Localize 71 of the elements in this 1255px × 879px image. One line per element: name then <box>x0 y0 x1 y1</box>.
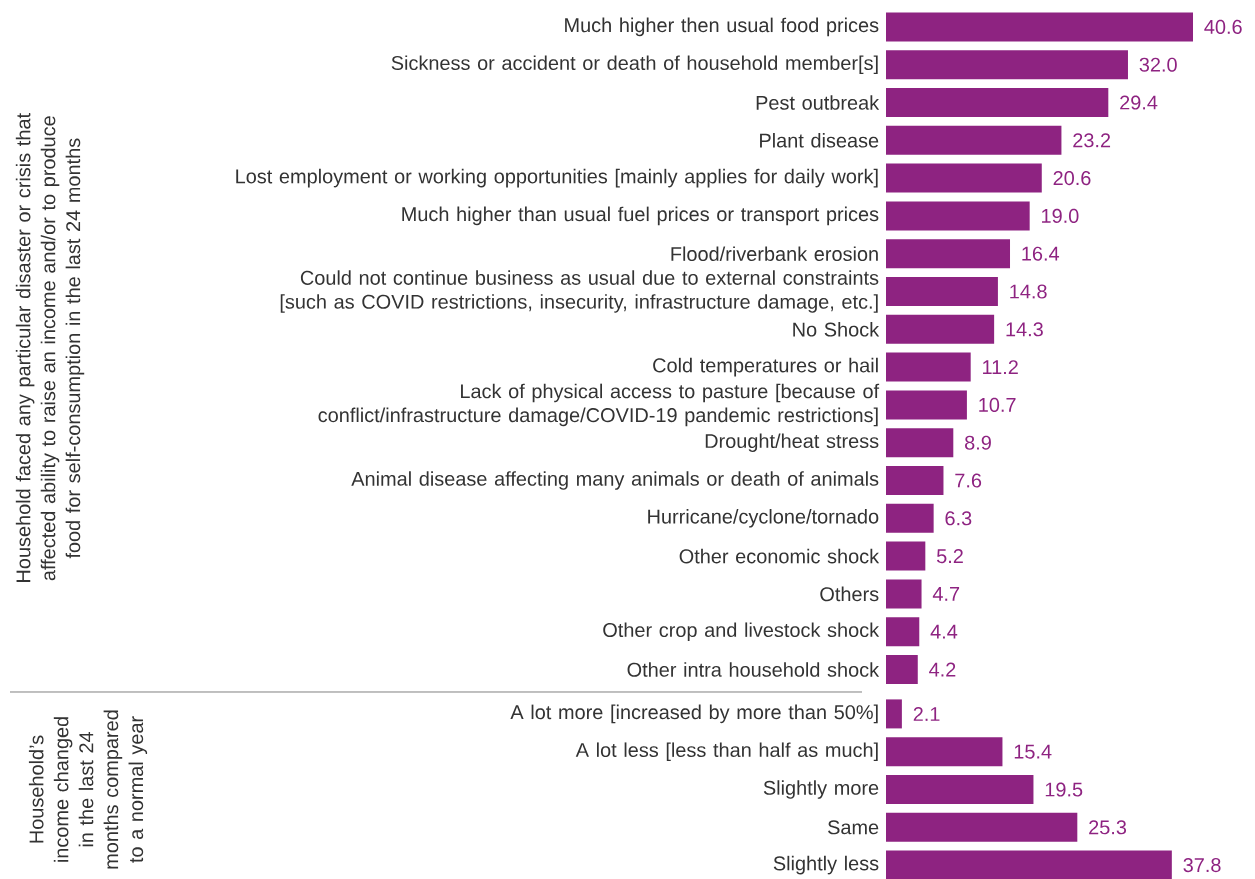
y-tick-label: A lot more [increased by more than 50%] <box>510 704 878 724</box>
y-tick-label: Much higher then usual food prices <box>565 17 879 37</box>
bar <box>886 812 1078 842</box>
y-tick-label: A lot less [less than half as much] <box>575 742 878 761</box>
y-tick-label: Other economic shock <box>679 548 880 564</box>
bar <box>886 503 934 533</box>
data-label: 10.7 <box>979 397 1016 412</box>
bar <box>886 579 922 609</box>
y-tick-label: Pest outbreak <box>756 95 880 110</box>
data-label: 2.1 <box>913 706 940 721</box>
bar <box>886 737 1003 767</box>
data-label: 7.6 <box>955 473 982 488</box>
y-axis-title: Household faced any particular disaster or crisis that affected ability to raise an income and/or to produce food for self-consumption in the last 24 months <box>15 113 85 582</box>
data-label: 4.2 <box>929 662 956 677</box>
bar <box>886 125 1062 155</box>
data-label: 40.6 <box>1204 19 1242 34</box>
bar <box>886 775 1034 805</box>
bar <box>886 201 1030 231</box>
bar <box>886 352 971 382</box>
y-tick-label: Flood/riverbank erosion <box>671 246 878 262</box>
data-label: 14.3 <box>1006 322 1043 337</box>
y-tick-label: Others <box>820 586 879 602</box>
y-tick-label: Animal disease affecting many animals or death of animals <box>351 471 879 490</box>
bar <box>886 12 1194 42</box>
y-tick-label: Sickness or accident or death of household member[s] <box>391 55 878 74</box>
y-tick-label: Hurricane/cyclone/tornado <box>648 509 879 528</box>
data-label: 4.4 <box>930 624 958 639</box>
data-label: 25.3 <box>1089 820 1127 835</box>
data-label: 8.9 <box>965 435 991 450</box>
bar <box>886 277 998 307</box>
bar <box>886 428 954 458</box>
data-label: 23.2 <box>1073 133 1111 148</box>
bar <box>886 88 1109 118</box>
y-tick-label: Slightly more <box>763 780 879 799</box>
y-tick-label: Plant disease <box>760 132 879 148</box>
data-label: 5.2 <box>936 549 963 564</box>
y-tick-label: Drought/heat stress <box>705 433 879 452</box>
data-label: 20.6 <box>1053 171 1091 186</box>
y-tick-label: Slightly less <box>773 855 879 875</box>
y-tick-label: Lost employment or working opportunities [mainly applies for daily work] <box>236 168 878 188</box>
data-label: 19.5 <box>1045 782 1083 797</box>
y-tick-label: Cold temperatures or hail <box>653 357 878 377</box>
bar <box>886 850 1172 879</box>
bar <box>886 390 967 420</box>
data-label: 19.0 <box>1042 208 1079 223</box>
data-label: 4.7 <box>932 587 960 601</box>
y-tick-label: Could not continue business as usual due to external constraints [such as COVID restrictions, insecurity, infrastructure damage, etc.] <box>280 270 879 313</box>
y-tick-label: Other intra household shock <box>627 662 880 677</box>
y-tick-label: Much higher than usual fuel prices or transport prices <box>402 206 879 226</box>
data-label: 6.3 <box>945 511 972 526</box>
y-tick-label: Lack of physical access to pasture [because of conflict/infrastructure damage/COVID-19 pandemic restrictions] <box>318 383 880 427</box>
bar <box>886 655 918 685</box>
bar <box>886 699 902 729</box>
data-label: 37.8 <box>1183 858 1221 873</box>
y-tick-label: Other crop and livestock shock <box>603 622 880 642</box>
bar <box>886 617 920 647</box>
data-label: 15.4 <box>1014 744 1052 759</box>
bar <box>886 314 995 344</box>
bar <box>886 541 926 571</box>
y-tick-label: No Shock <box>793 322 880 337</box>
data-label: 16.4 <box>1022 246 1060 261</box>
bar <box>886 163 1042 193</box>
data-label: 32.0 <box>1139 57 1177 72</box>
y-axis-title: Household’s income changed in the last 24 months compared to a normal year <box>28 710 148 869</box>
bar <box>886 466 944 496</box>
data-label: 14.8 <box>1010 284 1047 299</box>
data-label: 11.2 <box>983 360 1018 375</box>
data-label: 29.4 <box>1120 95 1158 110</box>
bar <box>886 239 1011 269</box>
y-tick-label: Same <box>828 820 879 835</box>
bar <box>886 50 1128 80</box>
